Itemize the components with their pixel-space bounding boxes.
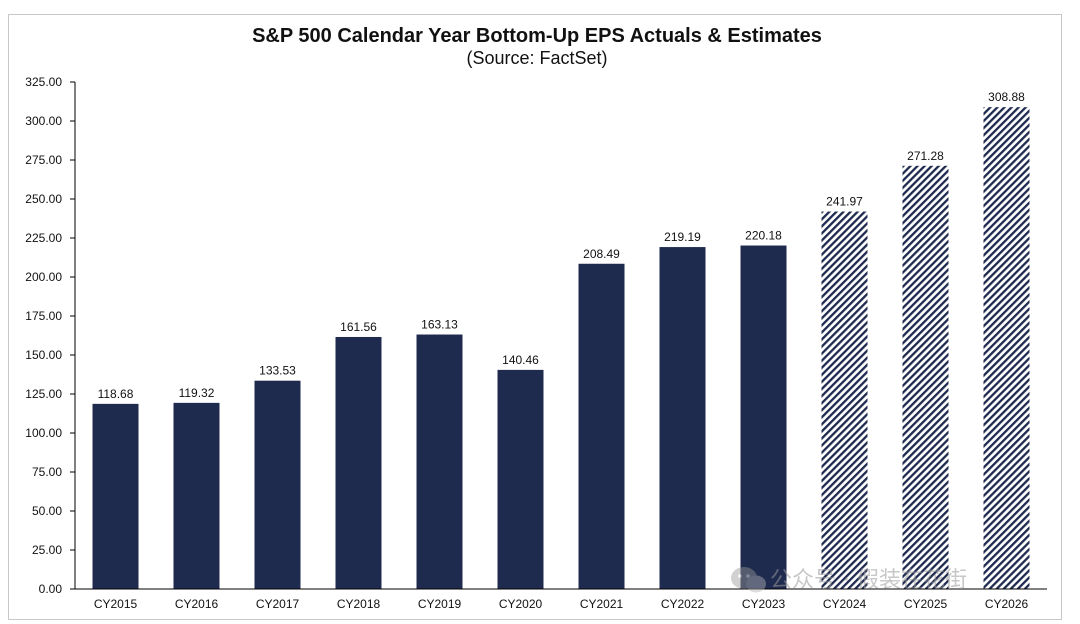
x-tick-label: CY2017 (256, 597, 300, 611)
y-tick-label: 250.00 (25, 192, 62, 206)
x-tick-label: CY2015 (94, 597, 138, 611)
x-tick-label: CY2026 (985, 597, 1029, 611)
y-tick-label: 150.00 (25, 348, 62, 362)
chart-subtitle: (Source: FactSet) (466, 48, 607, 68)
y-tick-label: 200.00 (25, 270, 62, 284)
bar-cy2015 (92, 403, 139, 589)
y-tick-label: 125.00 (25, 387, 62, 401)
y-tick-label: 300.00 (25, 114, 62, 128)
y-tick-label: 100.00 (25, 426, 62, 440)
x-tick-label: CY2022 (661, 597, 705, 611)
bar-cy2019 (416, 334, 463, 589)
y-tick-label: 50.00 (32, 504, 62, 518)
x-tick-label: CY2024 (823, 597, 867, 611)
y-tick-label: 325.00 (25, 75, 62, 89)
data-labels: 118.68 119.32 133.53 161.56 163.13 140.46 208.… (98, 90, 1026, 401)
y-tick-label: 75.00 (32, 465, 62, 479)
x-tick-label: CY2018 (337, 597, 381, 611)
y-tick-label: 275.00 (25, 153, 62, 167)
bar-cy2018 (335, 336, 382, 589)
y-tick-label: 175.00 (25, 309, 62, 323)
y-tick-label: 25.00 (32, 543, 62, 557)
x-tick-label: CY2023 (742, 597, 786, 611)
bar-series (92, 107, 1030, 589)
data-label: 133.53 (259, 364, 296, 378)
y-axis: 0.00 25.00 50.00 75.00 100.00 125.00 150.00 175… (25, 75, 75, 596)
x-tick-label: CY2025 (904, 597, 948, 611)
wechat-icon (731, 567, 766, 593)
x-axis: CY2015 CY2016 CY2017 CY2018 CY2019 CY2020 CY20… (94, 597, 1029, 611)
bar-cy2016 (173, 402, 220, 589)
watermark-text: 公众号 · 假装在花街 (770, 568, 967, 593)
x-tick-label: CY2020 (499, 597, 543, 611)
bar-cy2017 (254, 380, 301, 589)
data-label: 140.46 (502, 353, 539, 367)
x-tick-label: CY2016 (175, 597, 219, 611)
data-label: 161.56 (340, 320, 377, 334)
data-label: 208.49 (583, 247, 620, 261)
bar-cy2026 (983, 107, 1030, 589)
bar-cy2025 (902, 165, 949, 589)
bar-cy2021 (578, 263, 625, 589)
y-tick-label: 225.00 (25, 231, 62, 245)
data-label: 118.68 (98, 387, 134, 401)
bar-cy2020 (497, 369, 544, 589)
y-tick-label: 0.00 (39, 582, 63, 596)
data-label: 119.32 (179, 386, 215, 400)
bar-cy2023 (740, 245, 787, 589)
chart-title: S&P 500 Calendar Year Bottom-Up EPS Actu… (252, 25, 822, 47)
data-label: 308.88 (988, 90, 1025, 104)
data-label: 220.18 (745, 229, 782, 243)
bar-cy2024 (821, 211, 868, 589)
data-label: 271.28 (907, 149, 944, 163)
x-tick-label: CY2021 (580, 597, 624, 611)
x-tick-label: CY2019 (418, 597, 462, 611)
data-label: 219.19 (664, 230, 701, 244)
data-label: 241.97 (826, 195, 863, 209)
chart-frame (8, 14, 1062, 620)
data-label: 163.13 (421, 318, 458, 332)
bar-cy2022 (659, 247, 706, 589)
watermark: 公众号 · 假装在花街 (731, 567, 967, 593)
